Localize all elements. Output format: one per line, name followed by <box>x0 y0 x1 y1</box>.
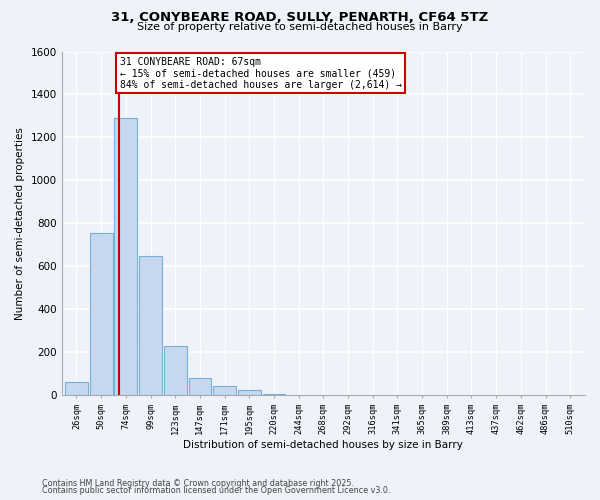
Text: Contains HM Land Registry data © Crown copyright and database right 2025.: Contains HM Land Registry data © Crown c… <box>42 478 354 488</box>
Text: 31 CONYBEARE ROAD: 67sqm
← 15% of semi-detached houses are smaller (459)
84% of : 31 CONYBEARE ROAD: 67sqm ← 15% of semi-d… <box>120 56 402 90</box>
X-axis label: Distribution of semi-detached houses by size in Barry: Distribution of semi-detached houses by … <box>184 440 463 450</box>
Bar <box>139 256 162 396</box>
Bar <box>90 233 113 396</box>
Bar <box>213 386 236 396</box>
Bar <box>238 390 260 396</box>
Bar <box>164 346 187 396</box>
Text: Size of property relative to semi-detached houses in Barry: Size of property relative to semi-detach… <box>137 22 463 32</box>
Bar <box>115 118 137 396</box>
Bar <box>188 378 211 396</box>
Text: 31, CONYBEARE ROAD, SULLY, PENARTH, CF64 5TZ: 31, CONYBEARE ROAD, SULLY, PENARTH, CF64… <box>112 11 488 24</box>
Y-axis label: Number of semi-detached properties: Number of semi-detached properties <box>15 127 25 320</box>
Text: Contains public sector information licensed under the Open Government Licence v3: Contains public sector information licen… <box>42 486 391 495</box>
Bar <box>65 382 88 396</box>
Bar <box>263 394 286 396</box>
